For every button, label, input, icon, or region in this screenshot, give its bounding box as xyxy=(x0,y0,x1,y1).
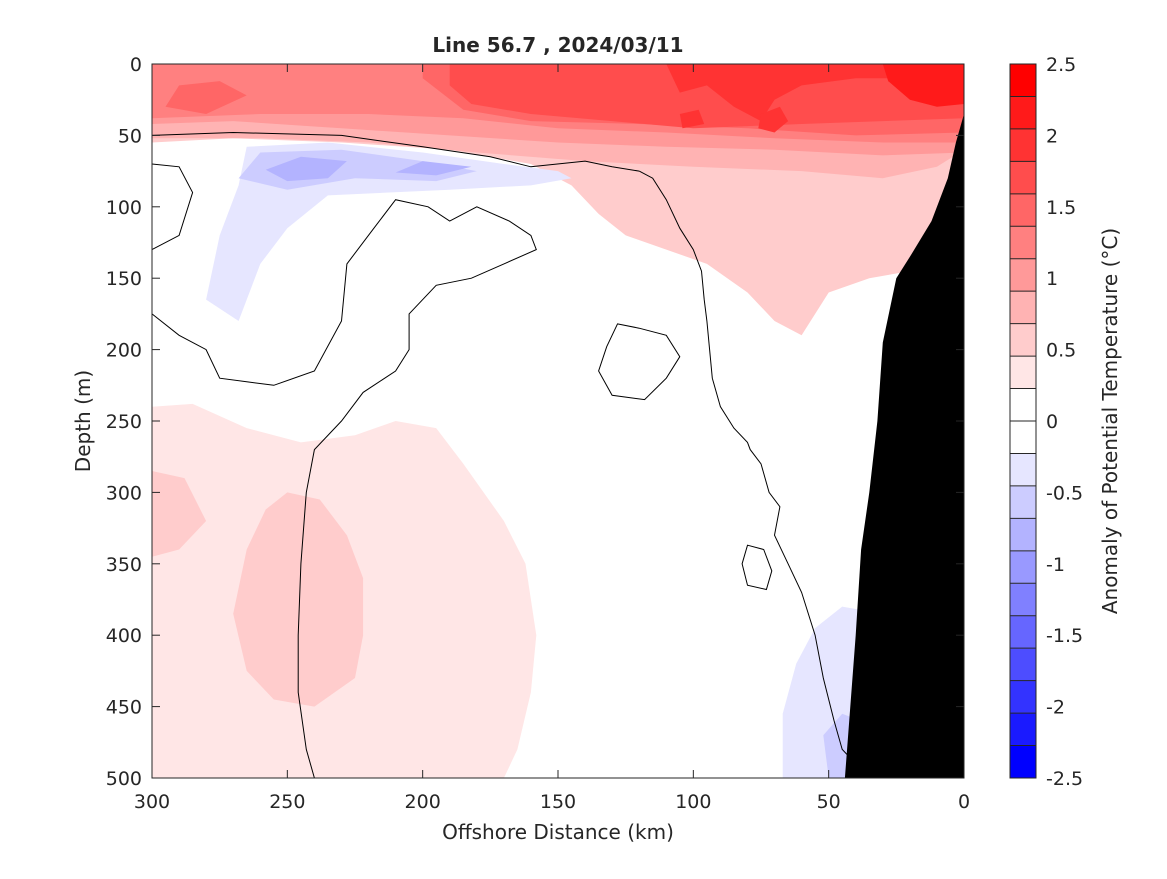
colorbar-tick-label: 1.5 xyxy=(1046,197,1076,219)
zero-contour-line xyxy=(598,323,681,401)
colorbar-band xyxy=(1010,518,1036,552)
colorbar-band xyxy=(1010,291,1036,325)
colorbar-tick-label: -2.5 xyxy=(1046,768,1083,790)
zero-contour-line xyxy=(152,163,194,251)
colorbar: 2.5 2 1.5 1 0.5 0 -0.5 -1 -1.5 -2 -2.5 xyxy=(1009,54,1083,790)
colorbar-frame xyxy=(1009,63,1037,779)
y-tick-label: 450 xyxy=(106,697,142,719)
plot-area xyxy=(152,64,964,778)
y-tick-label: 500 xyxy=(106,768,142,790)
chart-title: Line 56.7 , 2024/03/11 xyxy=(432,33,683,57)
colorbar-band xyxy=(1010,550,1036,584)
x-tick-label: 100 xyxy=(675,791,711,813)
colorbar-tick-label: -0.5 xyxy=(1046,482,1083,504)
colorbar-band xyxy=(1010,356,1036,390)
colorbar-band xyxy=(1010,453,1036,487)
y-tick-label: 150 xyxy=(106,268,142,290)
y-tick-label: 200 xyxy=(106,340,142,362)
colorbar-tick-label: 2.5 xyxy=(1046,54,1076,76)
y-tick-label: 50 xyxy=(118,125,142,147)
contour-region xyxy=(395,161,472,176)
x-tick-label: 50 xyxy=(817,791,841,813)
colorbar-label: Anomaly of Potential Temperature (°C) xyxy=(1098,228,1122,614)
x-tick-label: 250 xyxy=(269,791,305,813)
x-tick-label: 300 xyxy=(134,791,170,813)
colorbar-band xyxy=(1010,64,1036,97)
colorbar-band xyxy=(1010,128,1036,162)
y-tick-label: 0 xyxy=(130,54,142,76)
contour-region xyxy=(758,106,789,133)
x-tick-label: 200 xyxy=(405,791,441,813)
y-axis: 0 50 100 150 200 250 300 350 400 450 500 xyxy=(106,54,964,790)
x-tick-label: 0 xyxy=(958,791,970,813)
colorbar-band xyxy=(1010,680,1036,714)
colorbar-band xyxy=(1010,193,1036,227)
colorbar-tick-label: 0 xyxy=(1046,411,1058,433)
contour-region xyxy=(882,64,964,107)
colorbar-band xyxy=(1010,388,1036,422)
colorbar-band xyxy=(1010,648,1036,682)
contour-region xyxy=(165,81,247,114)
x-axis: 300 250 200 150 100 50 0 xyxy=(134,64,970,813)
colorbar-band xyxy=(1010,226,1036,260)
colorbar-band xyxy=(1010,323,1036,357)
colorbar-band xyxy=(1010,713,1036,747)
colorbar-band xyxy=(1010,485,1036,519)
x-tick-label: 150 xyxy=(540,791,576,813)
y-tick-label: 350 xyxy=(106,554,142,576)
colorbar-band xyxy=(1010,745,1036,779)
x-axis-label: Offshore Distance (km) xyxy=(442,820,674,844)
colorbar-tick-label: 2 xyxy=(1046,125,1058,147)
contour-region xyxy=(265,156,347,182)
colorbar-tick-label: -1.5 xyxy=(1046,625,1083,647)
colorbar-band xyxy=(1010,258,1036,292)
contour-region xyxy=(679,109,705,129)
zero-contour-line xyxy=(152,131,640,172)
zero-contour-layer xyxy=(152,131,964,778)
y-axis-label: Depth (m) xyxy=(71,370,95,472)
colorbar-band xyxy=(1010,583,1036,617)
zero-contour-line xyxy=(741,544,773,591)
y-tick-label: 300 xyxy=(106,482,142,504)
colorbar-band xyxy=(1010,615,1036,649)
colorbar-band xyxy=(1010,421,1036,454)
colorbar-tick-label: -1 xyxy=(1046,554,1065,576)
y-tick-label: 250 xyxy=(106,411,142,433)
contour-region xyxy=(233,492,364,707)
y-tick-label: 100 xyxy=(106,197,142,219)
colorbar-band xyxy=(1010,96,1036,130)
colorbar-band xyxy=(1010,161,1036,195)
colorbar-tick-label: 0.5 xyxy=(1046,340,1076,362)
contour-region xyxy=(152,471,207,557)
bathymetry-mask xyxy=(844,114,964,778)
colorbar-tick-label: 1 xyxy=(1046,268,1058,290)
y-tick-label: 400 xyxy=(106,625,142,647)
colorbar-tick-label: -2 xyxy=(1046,697,1065,719)
zero-contour-line xyxy=(152,199,537,778)
